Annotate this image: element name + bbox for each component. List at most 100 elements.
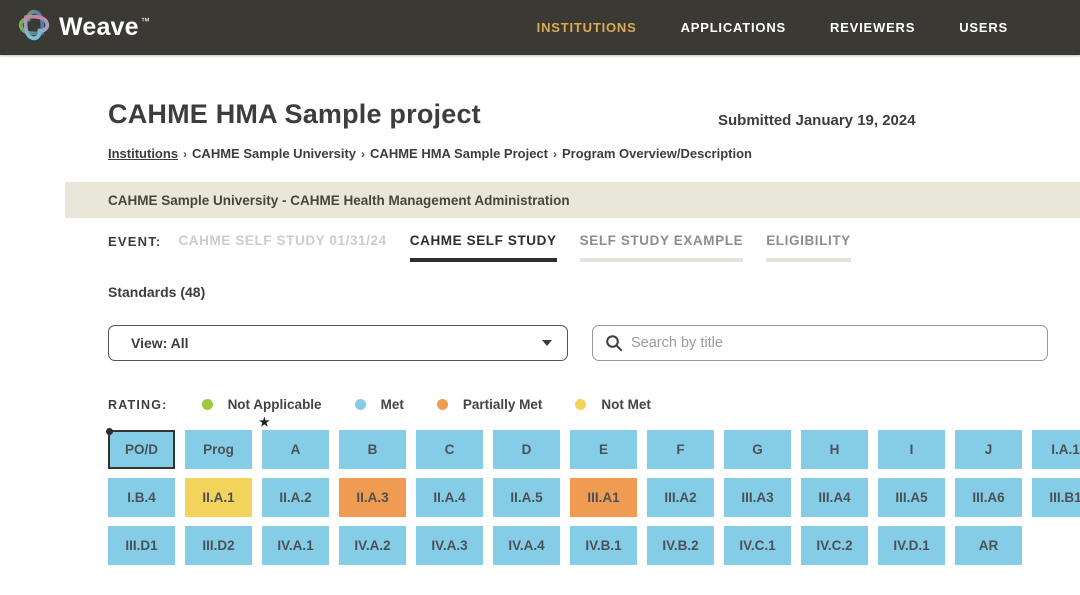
- legend-dot-icon: [575, 399, 587, 410]
- selected-tile-dot-icon: [106, 428, 113, 435]
- standard-tile-E[interactable]: E: [570, 430, 637, 469]
- standard-tile-A[interactable]: A ★: [259, 415, 329, 469]
- standard-tile-Prog[interactable]: Prog: [185, 430, 252, 469]
- standard-tile-II.A.4[interactable]: II.A.4: [416, 478, 483, 517]
- standard-tile-D[interactable]: D: [493, 430, 560, 469]
- standard-tile-label: H: [829, 442, 840, 457]
- view-dropdown-value: View: All: [131, 335, 189, 351]
- nav-item-institutions[interactable]: INSTITUTIONS: [536, 20, 637, 35]
- standard-tile-label: II.A.2: [279, 490, 312, 505]
- standard-tile-IV.C.2[interactable]: IV.C.2: [801, 526, 868, 565]
- standard-tile-label: IV.A.2: [354, 538, 391, 553]
- standard-tile-II.A.5[interactable]: II.A.5: [493, 478, 560, 517]
- weave-logo-icon: [17, 8, 51, 47]
- weave-logo[interactable]: Weave ™: [0, 8, 150, 47]
- standard-tile-I.A.1[interactable]: I.A.1: [1032, 430, 1080, 469]
- standard-tile-F[interactable]: F: [647, 430, 714, 469]
- standard-tile-III.A4[interactable]: III.A4: [801, 478, 868, 517]
- star-icon: ★: [259, 415, 270, 429]
- standard-tile-III.A2[interactable]: III.A2: [647, 478, 714, 517]
- standard-tile-label: III.A4: [818, 490, 851, 505]
- standard-tile-label: IV.C.1: [739, 538, 776, 553]
- filter-row: View: All: [108, 325, 1048, 361]
- standard-tile-label: IV.A.1: [277, 538, 314, 553]
- standard-tile-C[interactable]: C: [416, 430, 483, 469]
- standard-tile-III.A3[interactable]: III.A3: [724, 478, 791, 517]
- standard-tile-PO/D[interactable]: PO/D: [106, 428, 175, 469]
- standard-tile-label: IV.A.4: [508, 538, 545, 553]
- standard-tile-IV.D.1[interactable]: IV.D.1: [878, 526, 945, 565]
- page-title: CAHME HMA Sample project: [108, 99, 481, 129]
- standard-tile-label: III.B1: [1049, 490, 1080, 505]
- standard-tile-label: II.A.1: [202, 490, 235, 505]
- breadcrumb-item: CAHME HMA Sample Project: [370, 146, 548, 161]
- breadcrumb-item[interactable]: Institutions: [108, 146, 179, 161]
- standard-tile-IV.A.4[interactable]: IV.A.4: [493, 526, 560, 565]
- breadcrumb-separator: ›: [361, 147, 366, 161]
- standard-tile-IV.A.2[interactable]: IV.A.2: [339, 526, 406, 565]
- standard-tile-label: III.A2: [664, 490, 697, 505]
- institution-banner: CAHME Sample University - CAHME Health M…: [65, 182, 1080, 218]
- standard-tile-III.D2[interactable]: III.D2: [185, 526, 252, 565]
- standard-tile-label: G: [752, 442, 763, 457]
- standard-tile-III.A6[interactable]: III.A6: [955, 478, 1022, 517]
- chevron-down-icon: [542, 340, 552, 346]
- standard-tile-label: IV.C.2: [816, 538, 853, 553]
- nav-item-users[interactable]: USERS: [959, 20, 1008, 35]
- standard-tile-I.B.4[interactable]: I.B.4: [108, 478, 175, 517]
- nav-item-reviewers[interactable]: REVIEWERS: [829, 20, 916, 35]
- standard-tile-label: Prog: [203, 442, 234, 457]
- tab-cahme-self-study[interactable]: CAHME SELF STUDY: [409, 233, 557, 262]
- standard-tile-II.A.1[interactable]: II.A.1: [185, 478, 252, 517]
- breadcrumb: Institutions › CAHME Sample University › CAH…: [108, 146, 752, 161]
- tab-eligibility[interactable]: ELIGIBILITY: [766, 233, 851, 262]
- breadcrumb-item: Program Overview/Description: [561, 146, 752, 161]
- standard-tile-IV.B.2[interactable]: IV.B.2: [647, 526, 714, 565]
- standard-tile-IV.A.3[interactable]: IV.A.3: [416, 526, 483, 565]
- standard-tile-label: III.A6: [972, 490, 1005, 505]
- view-dropdown[interactable]: View: All: [108, 325, 568, 361]
- standard-tile-II.A.3[interactable]: II.A.3: [339, 478, 406, 517]
- standard-tile-label: III.D1: [125, 538, 158, 553]
- legend-item: Partially Met: [436, 397, 542, 412]
- standard-tile-label: III.A3: [741, 490, 774, 505]
- top-nav-bar: Weave ™ INSTITUTIONS APPLICATIONS REVIEW…: [0, 0, 1080, 55]
- standards-grid-row: III.D1 III.D2 IV.A.1 IV.A.2 IV.A.3 IV.A.4 IV.B…: [108, 526, 1080, 565]
- standard-tile-I[interactable]: I: [878, 430, 945, 469]
- standards-count-heading: Standards (48): [108, 284, 206, 300]
- rating-legend-label: RATING:: [108, 397, 168, 412]
- brand-trademark: ™: [140, 15, 150, 26]
- standard-tile-B[interactable]: B: [339, 430, 406, 469]
- standard-tile-H[interactable]: H: [801, 430, 868, 469]
- submitted-date: Submitted January 19, 2024: [718, 112, 916, 129]
- standard-tile-IV.A.1[interactable]: IV.A.1: [262, 526, 329, 565]
- search-icon: [605, 334, 623, 352]
- standard-tile-label: I.B.4: [127, 490, 156, 505]
- standard-tile-label: I: [909, 442, 914, 457]
- nav-item-applications[interactable]: APPLICATIONS: [680, 20, 786, 35]
- standard-tile-label: III.D2: [202, 538, 235, 553]
- standard-tile-J[interactable]: J: [955, 430, 1022, 469]
- standard-tile-II.A.2[interactable]: II.A.2: [262, 478, 329, 517]
- standard-tile-IV.C.1[interactable]: IV.C.1: [724, 526, 791, 565]
- standards-grid-row: I.B.4 II.A.1 II.A.2 II.A.3 II.A.4 II.A.5 III.A…: [108, 478, 1080, 517]
- standard-tile-label: A: [290, 442, 301, 457]
- search-input[interactable]: [631, 335, 1037, 351]
- standard-tile-label: IV.B.2: [662, 538, 699, 553]
- standard-tile-IV.B.1[interactable]: IV.B.1: [570, 526, 637, 565]
- standard-tile-label: II.A.4: [433, 490, 466, 505]
- standard-tile-AR[interactable]: AR: [955, 526, 1022, 565]
- standards-grid-row: PO/D Prog A ★ B C D E F G H I J I.A.1: [106, 415, 1080, 469]
- tab-cahme-self-study-013124[interactable]: CAHME SELF STUDY 01/31/24: [178, 233, 387, 248]
- tab-self-study-example[interactable]: SELF STUDY EXAMPLE: [579, 233, 744, 262]
- breadcrumb-item: CAHME Sample University: [192, 146, 357, 161]
- search-box[interactable]: [592, 325, 1048, 361]
- standard-tile-G[interactable]: G: [724, 430, 791, 469]
- standard-tile-III.B1[interactable]: III.B1: [1032, 478, 1080, 517]
- standard-tile-label: PO/D: [124, 442, 158, 457]
- standard-tile-III.A5[interactable]: III.A5: [878, 478, 945, 517]
- standard-tile-label: E: [598, 442, 608, 457]
- standard-tile-label: II.A.5: [510, 490, 543, 505]
- standard-tile-III.A1[interactable]: III.A1: [570, 478, 637, 517]
- standard-tile-III.D1[interactable]: III.D1: [108, 526, 175, 565]
